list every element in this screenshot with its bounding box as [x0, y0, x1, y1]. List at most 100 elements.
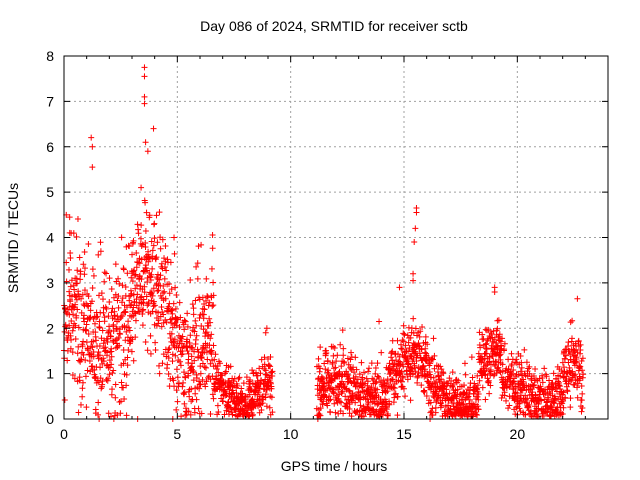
data-point [195, 243, 202, 250]
data-point [131, 267, 138, 274]
data-point [160, 311, 167, 318]
data-point [263, 325, 270, 332]
data-point [517, 368, 524, 375]
data-point [89, 164, 96, 171]
data-point [455, 377, 462, 384]
data-point [267, 363, 274, 370]
data-point [496, 331, 503, 338]
data-point [128, 274, 135, 281]
data-point [561, 356, 568, 362]
y-tick-label: 2 [46, 320, 54, 336]
data-point [79, 291, 86, 298]
data-point [103, 270, 110, 277]
data-point [317, 412, 324, 419]
data-point [335, 391, 342, 398]
data-point [347, 356, 354, 363]
data-point [494, 325, 501, 332]
data-point [322, 366, 329, 373]
data-point [105, 410, 112, 417]
data-point [173, 291, 180, 298]
data-point [368, 384, 375, 391]
data-point [574, 295, 581, 302]
data-point [83, 321, 90, 328]
data-point [357, 402, 364, 409]
data-point [503, 384, 510, 391]
data-point [545, 396, 552, 403]
data-point [191, 357, 198, 364]
data-point [123, 328, 130, 335]
data-point [380, 399, 387, 406]
data-point [420, 363, 427, 370]
data-point [246, 391, 253, 398]
axis-ticks [63, 55, 609, 420]
data-point [574, 394, 581, 401]
y-tick-labels: 0 1 2 3 4 5 6 7 8 [46, 48, 54, 427]
data-point [471, 380, 478, 387]
y-tick-label: 7 [46, 93, 54, 109]
data-point [98, 290, 105, 297]
data-point [144, 148, 151, 155]
data-point [214, 402, 221, 409]
data-point [112, 381, 119, 388]
data-point [567, 395, 574, 402]
data-point [66, 322, 73, 329]
data-point [196, 385, 203, 392]
data-point [166, 345, 173, 352]
data-point [579, 355, 586, 362]
data-point [468, 354, 475, 361]
data-point [109, 386, 116, 393]
data-point [439, 369, 446, 376]
data-point [363, 375, 370, 382]
data-point [333, 358, 340, 365]
data-point [114, 297, 121, 304]
data-point [336, 368, 343, 375]
data-point [108, 286, 115, 293]
data-point [249, 367, 256, 374]
data-point [125, 318, 132, 325]
data-point [138, 276, 145, 283]
data-point [210, 302, 217, 309]
data-point [168, 286, 175, 293]
data-point [530, 382, 537, 389]
data-point [239, 390, 246, 397]
data-point [208, 331, 215, 338]
data-point [202, 383, 209, 390]
data-point [336, 398, 343, 405]
data-point [412, 225, 419, 232]
data-point [506, 393, 513, 400]
data-point [95, 399, 102, 406]
data-point [417, 328, 424, 335]
data-point [108, 361, 115, 368]
data-point [147, 276, 154, 283]
data-point [85, 240, 92, 247]
data-point [124, 354, 131, 361]
data-point [410, 315, 417, 322]
data-point [133, 296, 140, 303]
data-point [560, 374, 567, 381]
data-point [176, 324, 183, 331]
data-point [154, 287, 161, 294]
data-point [105, 375, 112, 382]
data-point [97, 364, 104, 371]
data-point [177, 314, 184, 321]
x-tick-label: 20 [510, 426, 526, 442]
data-point [431, 365, 438, 372]
data-point [412, 325, 419, 332]
data-point [87, 307, 94, 314]
data-point [148, 271, 155, 278]
data-point [402, 342, 409, 349]
data-point [339, 327, 346, 334]
data-point [130, 268, 137, 275]
data-point [91, 320, 98, 327]
data-point [540, 412, 547, 419]
data-point [92, 373, 99, 380]
data-point [66, 214, 73, 221]
data-point [63, 278, 70, 285]
data-point [182, 412, 189, 419]
data-point [123, 382, 130, 389]
data-point [159, 290, 166, 297]
data-point [208, 347, 215, 354]
y-tick-label: 5 [46, 184, 54, 200]
data-point [200, 311, 207, 318]
data-point [68, 336, 75, 343]
